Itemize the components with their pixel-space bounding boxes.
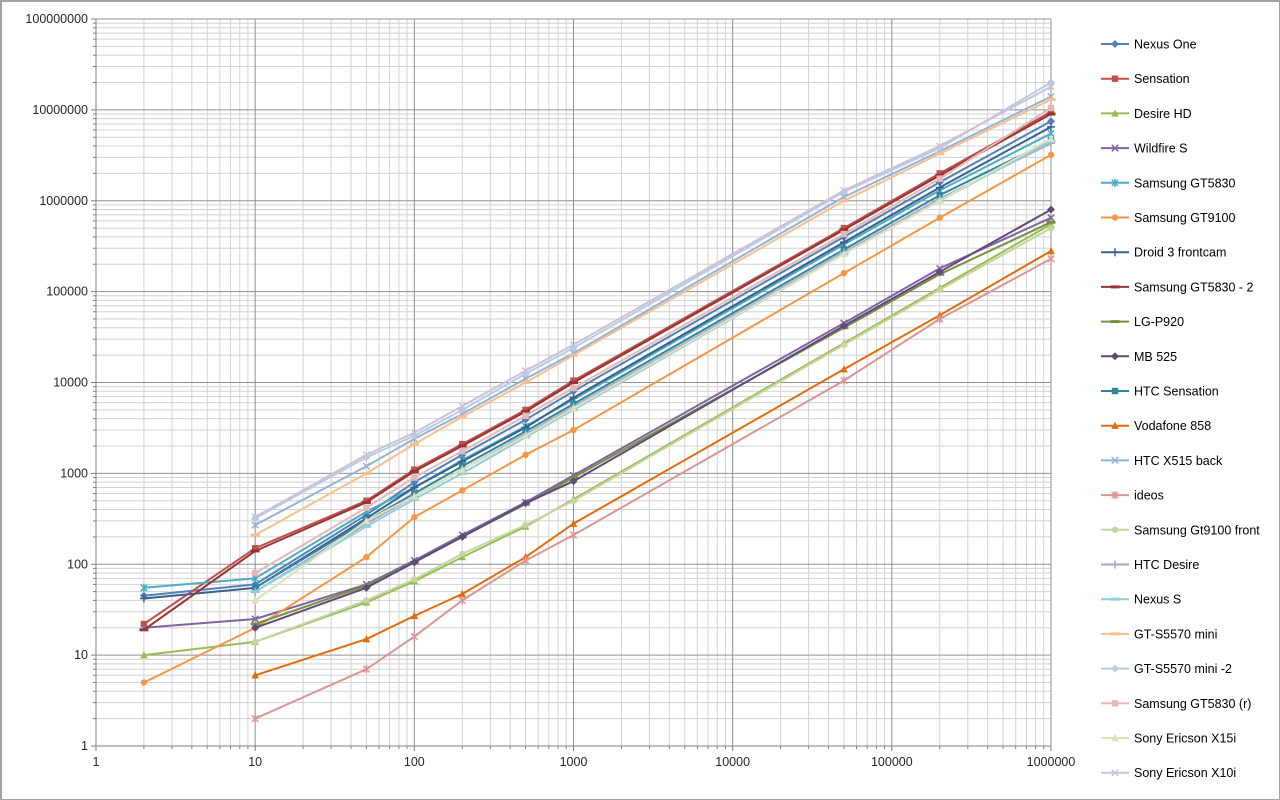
legend-key-icon bbox=[1101, 421, 1129, 429]
legend-label: Samsung Gt9100 front bbox=[1134, 523, 1260, 537]
y-tick-label: 1 bbox=[81, 739, 88, 753]
series-layer bbox=[139, 78, 1056, 723]
legend-label: Samsung GT9100 bbox=[1134, 211, 1235, 225]
legend-item-mb-525[interactable]: MB 525 bbox=[1101, 350, 1177, 364]
legend-label: Desire HD bbox=[1134, 107, 1192, 121]
legend-item-gt-s5570-mini-2[interactable]: GT-S5570 mini -2 bbox=[1101, 662, 1232, 676]
legend-item-gt-s5570-mini[interactable]: GT-S5570 mini bbox=[1101, 627, 1217, 641]
legend-key-icon bbox=[1101, 456, 1129, 465]
legend-label: ideos bbox=[1134, 489, 1164, 503]
legend-label: GT-S5570 mini -2 bbox=[1134, 662, 1232, 676]
y-tick-label: 100 bbox=[67, 557, 88, 571]
legend-key-icon bbox=[1101, 178, 1129, 187]
series-sony-ericson-x15i[interactable] bbox=[251, 134, 1055, 604]
legend-item-sony-ericson-x15i[interactable]: Sony Ericson X15i bbox=[1101, 732, 1236, 746]
x-tick-label: 1 bbox=[93, 755, 100, 769]
series-samsung-gt9100-front[interactable] bbox=[251, 224, 1055, 646]
legend-label: Samsung GT5830 - 2 bbox=[1134, 280, 1254, 294]
legend-label: Samsung GT5830 (r) bbox=[1134, 697, 1251, 711]
x-tick-label: 1000000 bbox=[1027, 755, 1076, 769]
series-mb-525[interactable] bbox=[251, 205, 1055, 632]
legend-label: Nexus S bbox=[1134, 593, 1181, 607]
x-tick-label: 100000 bbox=[871, 755, 913, 769]
legend-item-samsung-gt5830-r[interactable]: Samsung GT5830 (r) bbox=[1101, 697, 1251, 711]
legend-label: GT-S5570 mini bbox=[1134, 627, 1217, 641]
axes bbox=[91, 18, 1052, 751]
legend-label: Samsung GT5830 bbox=[1134, 176, 1235, 190]
legend-item-htc-sensation[interactable]: HTC Sensation bbox=[1101, 385, 1219, 399]
legend-item-htc-desire[interactable]: HTC Desire bbox=[1101, 558, 1199, 572]
legend-label: HTC Desire bbox=[1134, 558, 1199, 572]
legend: Nexus One Sensation Desire HD Wildfire S Sam… bbox=[1101, 38, 1260, 780]
legend-item-samsung-gt9100-front[interactable]: Samsung Gt9100 front bbox=[1101, 523, 1260, 537]
legend-key-icon bbox=[1101, 734, 1129, 742]
x-axis-labels: 1 10 100 1000 10000 100000 1000000 bbox=[93, 755, 1076, 769]
legend-item-lg-p920[interactable]: LG-P920 bbox=[1101, 315, 1184, 329]
series-samsung-gt5830-2[interactable] bbox=[139, 112, 1056, 632]
x-tick-label: 10 bbox=[248, 755, 262, 769]
y-tick-label: 1000 bbox=[60, 466, 88, 480]
legend-item-htc-x515-back[interactable]: HTC X515 back bbox=[1101, 454, 1223, 468]
legend-label: HTC X515 back bbox=[1134, 454, 1223, 468]
series-samsung-gt5830-r[interactable] bbox=[251, 104, 1055, 577]
legend-key-icon bbox=[1101, 664, 1129, 673]
legend-key-icon bbox=[1101, 144, 1129, 152]
legend-item-sensation[interactable]: Sensation bbox=[1101, 72, 1190, 86]
legend-label: Sensation bbox=[1134, 72, 1190, 86]
y-tick-label: 1000000 bbox=[39, 194, 88, 208]
series-sony-ericson-x10i[interactable] bbox=[251, 82, 1055, 521]
x-tick-label: 100 bbox=[404, 755, 425, 769]
legend-item-samsung-gt5830[interactable]: Samsung GT5830 bbox=[1101, 176, 1235, 190]
legend-item-droid-3-frontcam[interactable]: Droid 3 frontcam bbox=[1101, 246, 1226, 260]
legend-label: Nexus One bbox=[1134, 38, 1197, 52]
legend-label: Vodafone 858 bbox=[1134, 419, 1211, 433]
legend-label: Wildfire S bbox=[1134, 142, 1187, 156]
legend-key-icon bbox=[1101, 490, 1129, 500]
legend-item-samsung-gt5830-2[interactable]: Samsung GT5830 - 2 bbox=[1101, 280, 1254, 294]
legend-key-icon bbox=[1101, 248, 1129, 257]
y-tick-label: 10000 bbox=[53, 376, 88, 390]
y-tick-label: 10 bbox=[74, 648, 88, 662]
series-gt-s5570-mini[interactable] bbox=[250, 98, 1056, 537]
series-ideos[interactable] bbox=[251, 254, 1055, 723]
legend-label: HTC Sensation bbox=[1134, 385, 1219, 399]
legend-key-icon bbox=[1101, 214, 1129, 221]
legend-key-icon bbox=[1101, 75, 1129, 82]
legend-item-nexus-s[interactable]: Nexus S bbox=[1101, 593, 1181, 607]
x-tick-label: 10000 bbox=[715, 755, 750, 769]
legend-label: Sony Ericson X15i bbox=[1134, 732, 1236, 746]
y-tick-label: 100000 bbox=[46, 285, 88, 299]
legend-item-sony-ericson-x10i[interactable]: Sony Ericson X10i bbox=[1101, 766, 1236, 780]
legend-key-icon bbox=[1101, 40, 1129, 48]
legend-key-icon bbox=[1101, 109, 1129, 117]
y-tick-label: 10000000 bbox=[32, 103, 88, 117]
y-axis-labels: 1 10 100 1000 10000 100000 1000000 10000000 1000… bbox=[25, 12, 88, 753]
legend-item-nexus-one[interactable]: Nexus One bbox=[1101, 38, 1197, 52]
legend-key-icon bbox=[1101, 768, 1129, 777]
x-tick-label: 1000 bbox=[560, 755, 588, 769]
legend-item-ideos[interactable]: ideos bbox=[1101, 489, 1164, 503]
legend-item-wildfire-s[interactable]: Wildfire S bbox=[1101, 142, 1187, 156]
legend-item-desire-hd[interactable]: Desire HD bbox=[1101, 107, 1192, 121]
series-sensation[interactable] bbox=[140, 108, 1055, 628]
legend-label: Droid 3 frontcam bbox=[1134, 246, 1226, 260]
legend-item-samsung-gt9100[interactable]: Samsung GT9100 bbox=[1101, 211, 1235, 225]
legend-key-icon bbox=[1101, 560, 1129, 569]
legend-key-icon bbox=[1101, 526, 1129, 533]
y-tick-label: 100000000 bbox=[25, 12, 88, 26]
legend-label: MB 525 bbox=[1134, 350, 1177, 364]
legend-label: LG-P920 bbox=[1134, 315, 1184, 329]
legend-key-icon bbox=[1101, 700, 1129, 707]
legend-item-vodafone-858[interactable]: Vodafone 858 bbox=[1101, 419, 1211, 433]
legend-key-icon bbox=[1101, 387, 1129, 395]
legend-key-icon bbox=[1101, 352, 1129, 361]
legend-label: Sony Ericson X10i bbox=[1134, 766, 1236, 780]
